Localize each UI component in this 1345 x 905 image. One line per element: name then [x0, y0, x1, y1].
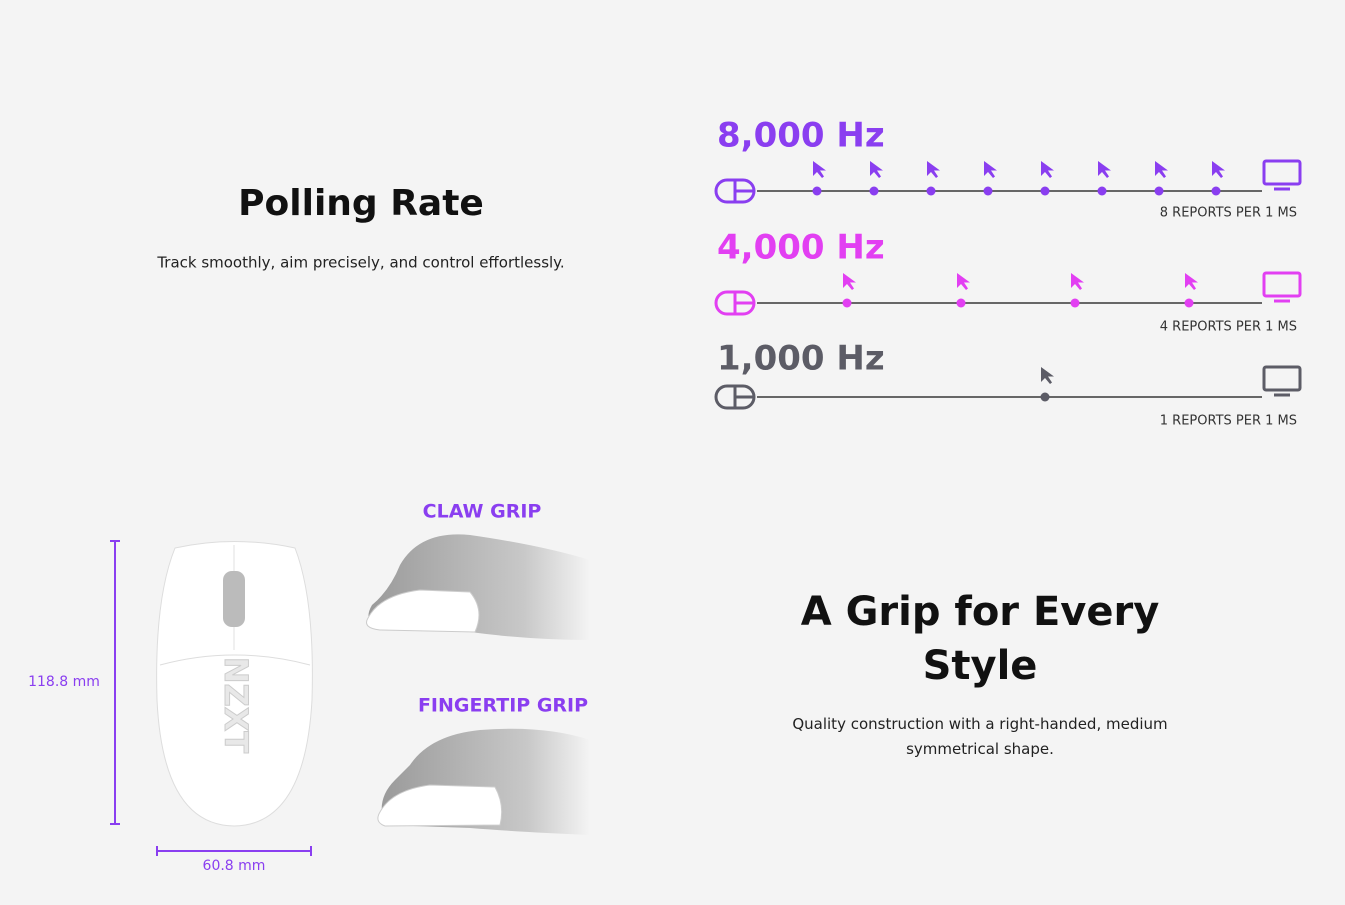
rate-label: 1,000 Hz	[717, 339, 885, 379]
polling-description: Track smoothly, aim precisely, and contr…	[156, 254, 564, 272]
grip-title: A Grip for Every Style	[800, 589, 1160, 689]
polling-title: Polling Rate	[238, 183, 484, 224]
report-dot	[1040, 186, 1050, 196]
report-dot	[1184, 298, 1194, 308]
rate-caption: 8 REPORTS PER 1 MS	[1160, 206, 1297, 221]
cursor-icon	[1185, 273, 1198, 290]
report-dot	[983, 186, 993, 196]
cursor-icon	[927, 161, 940, 178]
cursor-icon	[1071, 273, 1084, 290]
cursor-icon	[843, 273, 856, 290]
cursor-icon	[1155, 161, 1168, 178]
monitor-icon	[1262, 365, 1302, 392]
monitor-icon	[1262, 159, 1302, 186]
report-dot	[1097, 186, 1107, 196]
rate-label: 4,000 Hz	[717, 228, 885, 268]
claw-grip-image	[366, 534, 590, 640]
grip-style-label: FINGERTIP GRIP	[418, 695, 588, 717]
report-dot	[1070, 298, 1080, 308]
cursor-icon	[984, 161, 997, 178]
report-dot	[1154, 186, 1164, 196]
monitor-icon	[1262, 271, 1302, 298]
report-dot	[842, 298, 852, 308]
cursor-icon	[1041, 367, 1054, 384]
mouse-image: NZXT	[156, 541, 313, 827]
cursor-icon	[1041, 161, 1054, 178]
rate-label: 8,000 Hz	[717, 116, 885, 156]
rate-caption: 1 REPORTS PER 1 MS	[1160, 414, 1297, 429]
report-dot	[1040, 392, 1050, 402]
grip-style-label: CLAW GRIP	[423, 501, 542, 523]
width-label: 60.8 mm	[203, 858, 266, 874]
cursor-icon	[813, 161, 826, 178]
height-label: 118.8 mm	[28, 674, 100, 690]
cursor-icon	[870, 161, 883, 178]
report-dot	[1211, 186, 1221, 196]
cursor-icon	[1098, 161, 1111, 178]
report-dot	[926, 186, 936, 196]
report-dot	[869, 186, 879, 196]
dimension-lines	[110, 540, 312, 856]
report-dot	[812, 186, 822, 196]
rate-caption: 4 REPORTS PER 1 MS	[1160, 320, 1297, 335]
grip-description: Quality construction with a right-handed…	[792, 715, 1168, 758]
cursor-icon	[957, 273, 970, 290]
report-dot	[956, 298, 966, 308]
cursor-icon	[1212, 161, 1225, 178]
svg-text:NZXT: NZXT	[217, 657, 255, 754]
fingertip-grip-image	[377, 728, 590, 835]
